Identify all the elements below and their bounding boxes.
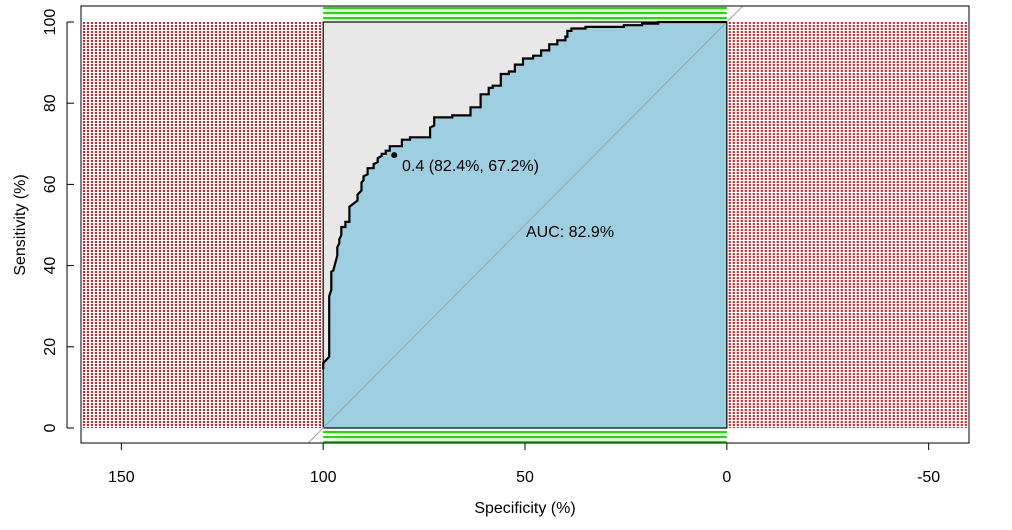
y-tick-label: 20 bbox=[42, 338, 59, 356]
y-tick-label: 80 bbox=[42, 94, 59, 112]
axes: 150 100 50 0 -50 0 20 40 60 80 100 bbox=[42, 5, 970, 486]
x-tick-label: 150 bbox=[108, 469, 135, 486]
x-tick-label: -50 bbox=[917, 469, 940, 486]
x-tick-label: 100 bbox=[310, 469, 337, 486]
y-tick-label: 40 bbox=[42, 257, 59, 275]
roc-curve bbox=[322, 20, 727, 370]
threshold-point bbox=[391, 152, 398, 159]
diagonal-line bbox=[307, 5, 744, 444]
threshold-label: 0.4 (82.4%, 67.2%) bbox=[402, 158, 539, 175]
y-tick-label: 100 bbox=[42, 9, 59, 36]
annotations: 0.4 (82.4%, 67.2%) AUC: 82.9% Specificit… bbox=[12, 158, 614, 517]
green-ci-bars bbox=[323, 6, 727, 444]
red-ci-bars bbox=[83, 22, 967, 428]
y-axis-title: Sensitivity (%) bbox=[12, 174, 29, 275]
y-tick-label: 60 bbox=[42, 175, 59, 193]
y-tick-label: 0 bbox=[42, 423, 59, 432]
plot-area bbox=[307, 5, 744, 444]
x-tick-label: 0 bbox=[722, 469, 731, 486]
x-axis-title: Specificity (%) bbox=[474, 500, 575, 517]
roc-space-border bbox=[322, 21, 728, 429]
x-tick-label: 50 bbox=[516, 469, 534, 486]
auc-label: AUC: 82.9% bbox=[526, 224, 614, 241]
confidence-bars bbox=[83, 6, 967, 444]
